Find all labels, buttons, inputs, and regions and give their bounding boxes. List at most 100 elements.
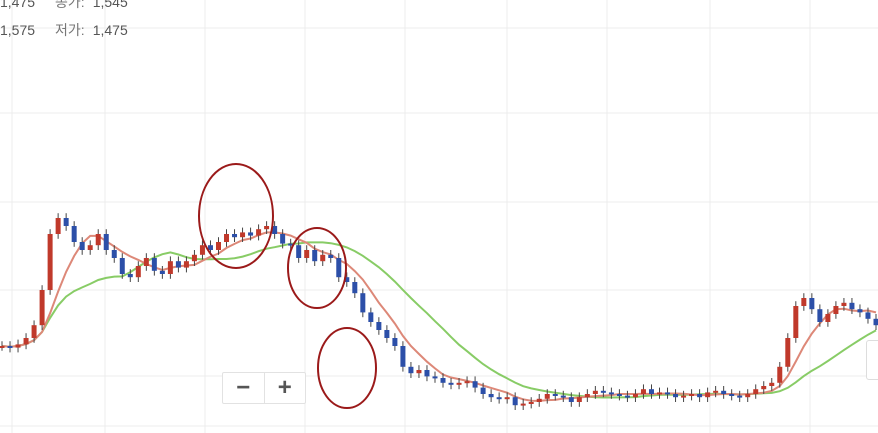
- candle-body: [536, 398, 542, 402]
- candle-body: [424, 370, 430, 377]
- candle-body: [103, 234, 109, 250]
- candle-body: [304, 250, 310, 258]
- open-value: 1,575: [0, 22, 36, 38]
- candle-body: [159, 270, 165, 274]
- candle-body: [264, 226, 270, 230]
- candle-body: [440, 378, 446, 383]
- candle-body: [7, 346, 13, 348]
- annotation-ellipse: [198, 163, 274, 269]
- candle-body: [640, 389, 646, 394]
- candle-body: [544, 394, 550, 399]
- candle-body: [657, 392, 663, 395]
- candle-body: [87, 245, 93, 250]
- candle-body: [384, 330, 390, 338]
- ohlc-row-low: 1,575 저가: 1,475: [0, 20, 128, 40]
- candle-body: [616, 394, 622, 396]
- candle-body: [0, 346, 5, 348]
- close-label: 종가:: [55, 0, 85, 10]
- candle-body: [777, 366, 783, 383]
- candle-body: [512, 397, 518, 406]
- candle-body: [520, 403, 526, 406]
- candle-body: [833, 306, 839, 314]
- candle-body: [320, 254, 326, 262]
- candle-body: [761, 386, 767, 390]
- low-value: 1,475: [92, 22, 128, 38]
- candle-body: [296, 245, 302, 258]
- candle-body: [576, 397, 582, 402]
- zoom-in-button[interactable]: +: [277, 374, 292, 401]
- candle-body: [119, 258, 125, 274]
- candle-body: [408, 366, 414, 374]
- candle-body: [825, 314, 831, 322]
- candle-body: [721, 390, 727, 394]
- candle-body: [713, 390, 719, 393]
- candle-body: [71, 226, 77, 242]
- candle-body: [79, 242, 85, 250]
- candle-body: [793, 306, 799, 338]
- candle-body: [272, 226, 278, 234]
- candle-body: [280, 234, 286, 244]
- candle-body: [448, 382, 454, 385]
- candle-body: [336, 258, 342, 278]
- candle-body: [753, 389, 759, 394]
- candle-body: [167, 261, 173, 274]
- candle-body: [175, 261, 181, 268]
- scroll-handle[interactable]: [866, 340, 878, 380]
- candle-body: [504, 397, 510, 400]
- previous-value: 1,475: [0, 0, 36, 10]
- candle-body: [865, 312, 871, 319]
- candle-body: [745, 394, 751, 398]
- candle-body: [488, 394, 494, 398]
- candle-body: [127, 274, 133, 278]
- candle-body: [560, 395, 566, 398]
- candle-body: [849, 302, 855, 310]
- candle-body: [689, 394, 695, 396]
- candle-body: [199, 245, 205, 255]
- candle-body: [737, 395, 743, 398]
- candle-body: [785, 338, 791, 367]
- candle-body: [673, 394, 679, 398]
- candle-body: [432, 376, 438, 379]
- candle-body: [151, 258, 157, 271]
- candle-body: [769, 382, 775, 386]
- candle-body: [472, 381, 478, 388]
- candle-body: [191, 254, 197, 262]
- candle-body: [632, 394, 638, 398]
- low-label: 저가:: [55, 22, 85, 38]
- candle-body: [95, 234, 101, 246]
- candle-body: [801, 298, 807, 306]
- candle-body: [224, 234, 230, 242]
- ohlc-row-close: 1,475 종가: 1,545: [0, 0, 128, 12]
- candle-body: [496, 397, 502, 400]
- candle-body: [15, 344, 21, 348]
- candle-body: [600, 390, 606, 393]
- candle-body: [416, 370, 422, 374]
- candle-body: [857, 309, 863, 313]
- candle-body: [344, 277, 350, 282]
- candle-body: [392, 338, 398, 346]
- candle-body: [592, 390, 598, 394]
- candle-body: [624, 395, 630, 398]
- candle-body: [480, 387, 486, 394]
- candle-body: [352, 282, 358, 294]
- candle-body: [528, 402, 534, 404]
- candle-body: [697, 394, 703, 398]
- zoom-out-button[interactable]: −: [223, 373, 265, 403]
- candle-body: [873, 318, 878, 326]
- candle-body: [464, 381, 470, 384]
- candle-body: [552, 394, 558, 396]
- candle-body: [328, 254, 334, 258]
- candle-body: [681, 395, 687, 398]
- candle-body: [135, 266, 141, 278]
- annotation-ellipse: [317, 327, 377, 409]
- candle-body: [31, 325, 37, 338]
- candle-body: [183, 261, 189, 268]
- candle-body: [729, 394, 735, 396]
- close-value: 1,545: [92, 0, 128, 10]
- candle-body: [608, 392, 614, 395]
- candle-body: [248, 232, 254, 236]
- candle-body: [456, 382, 462, 385]
- candle-body: [39, 290, 45, 326]
